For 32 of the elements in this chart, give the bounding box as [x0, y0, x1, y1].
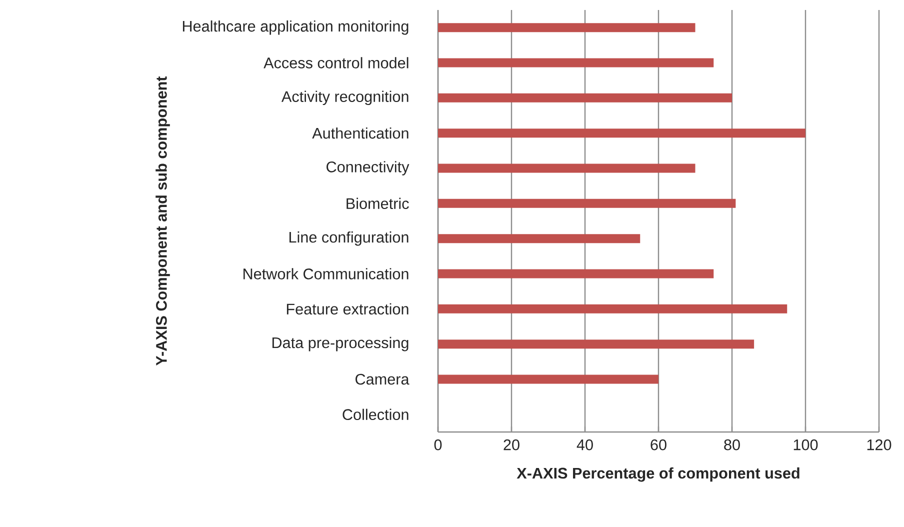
y-tick-label: Camera: [356, 374, 410, 385]
y-tick-label: Line configuration: [289, 231, 408, 246]
x-tick-label: 60: [650, 439, 666, 450]
x-tick-label: 80: [724, 439, 740, 450]
y-tick-label: Activity recognition: [281, 90, 408, 106]
y-tick-label: Network Communication: [244, 268, 408, 280]
bar: [438, 269, 714, 278]
y-tick-label: Healthcare application monitoring: [182, 20, 408, 35]
y-tick-label: Biometric: [346, 198, 409, 210]
x-tick-label: 100: [794, 439, 818, 450]
bar: [438, 164, 696, 173]
x-tick-label: 0: [434, 439, 442, 450]
x-axis-title: X-AXIS Percentage of component used: [516, 467, 800, 482]
y-tick-label: Connectivity: [326, 161, 410, 176]
y-tick-label: Data pre-processing: [272, 336, 408, 352]
x-tick-label: 20: [504, 439, 520, 450]
y-tick-label: Feature extraction: [286, 303, 408, 315]
bar: [438, 128, 806, 138]
bar: [438, 93, 732, 102]
bar: [438, 234, 640, 244]
bar: [438, 304, 788, 314]
bar: [438, 23, 696, 32]
bar: [438, 340, 754, 349]
x-tick-label: 40: [576, 439, 593, 450]
bar: [438, 198, 736, 208]
y-tick-label: Authentication: [312, 127, 408, 139]
y-tick-label: Access control model: [264, 57, 408, 68]
x-tick-label: 120: [867, 439, 892, 450]
bar: [438, 374, 658, 384]
y-axis-title: Y-AXIS Component and sub component: [156, 76, 170, 366]
y-tick-label: Collection: [342, 408, 408, 420]
bar: [438, 58, 714, 68]
